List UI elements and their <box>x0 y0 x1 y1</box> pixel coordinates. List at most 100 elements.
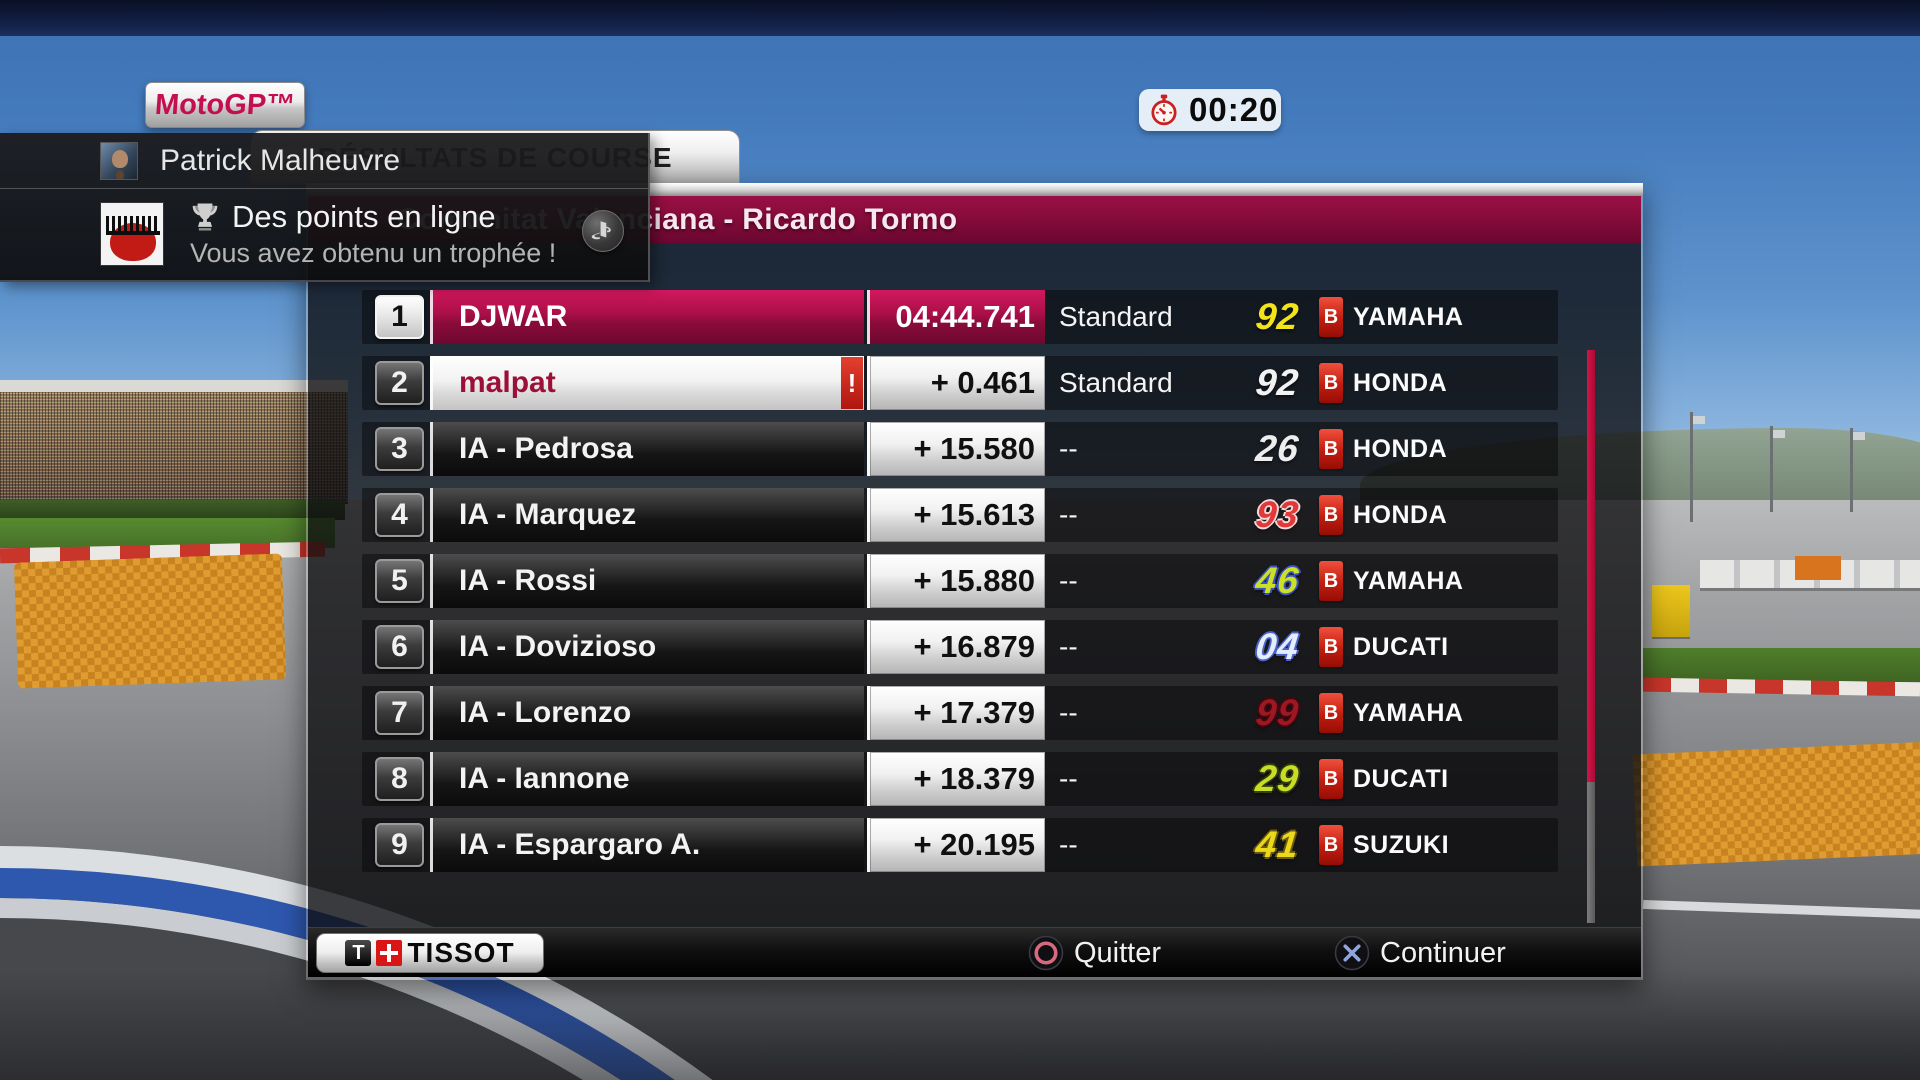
tissot-logo: T TISSOT <box>316 933 544 973</box>
position-badge: 2 <box>375 361 424 405</box>
rider-name: IA - Marquez <box>459 498 637 531</box>
tyre-badge: B <box>1319 561 1343 601</box>
top-letterbox-band <box>0 0 1920 36</box>
tissot-t-badge: T <box>345 940 372 966</box>
gravel-trap-right <box>1632 741 1920 867</box>
mode-cell: -- <box>1059 829 1078 860</box>
rider-name: malpat <box>459 366 556 399</box>
bike-brand: HONDA <box>1353 434 1448 463</box>
rider-name-cell: IA - Lorenzo ! <box>430 686 864 740</box>
result-row: 3 IA - Pedrosa ! + 15.580 -- 26 B HONDA <box>362 422 1558 476</box>
mode-cell: Standard <box>1059 367 1173 398</box>
grandstand <box>0 380 348 502</box>
trophy-title: Des points en ligne <box>232 199 496 234</box>
position-badge: 4 <box>375 493 424 537</box>
result-row: 1 DJWAR ! 04:44.741 Standard 92 B YAMAHA <box>362 290 1558 344</box>
grass-strip-right <box>1643 648 1920 682</box>
position-badge: 6 <box>375 625 424 669</box>
bike-brand: SUZUKI <box>1353 830 1450 859</box>
time-cell: + 15.580 <box>867 422 1045 476</box>
time-cell: + 17.379 <box>867 686 1045 740</box>
motogp-logo: MotoGP™ <box>145 82 305 128</box>
result-row: 8 IA - Iannone ! + 18.379 -- 29 B DUCATI <box>362 752 1558 806</box>
playstation-logo-icon <box>582 210 624 252</box>
time-cell: + 15.613 <box>867 488 1045 542</box>
trophy-subtitle: Vous avez obtenu un trophée ! <box>190 238 557 268</box>
countdown-timer: 00:20 <box>1139 89 1281 131</box>
scrollbar-thumb[interactable] <box>1587 350 1595 782</box>
rider-name: IA - Pedrosa <box>459 432 633 465</box>
ps-circle-button-icon <box>1028 935 1064 971</box>
bike-brand: YAMAHA <box>1353 566 1464 595</box>
panel-footer: T TISSOT Quitter Continuer <box>308 927 1641 977</box>
position-badge: 3 <box>375 427 424 471</box>
rider-name-cell: IA - Dovizioso ! <box>430 620 864 674</box>
position-badge: 9 <box>375 823 424 867</box>
panel-body: 1 DJWAR ! 04:44.741 Standard 92 B YAMAHA… <box>308 243 1641 927</box>
stopwatch-icon <box>1151 94 1177 126</box>
rider-name-cell: IA - Espargaro A. ! <box>430 818 864 872</box>
bike-brand: HONDA <box>1353 368 1448 397</box>
position-badge: 1 <box>375 295 424 339</box>
rider-name-cell: IA - Iannone ! <box>430 752 864 806</box>
time-cell: + 0.461 <box>867 356 1045 410</box>
motogp-logo-text: MotoGP™ <box>153 88 297 121</box>
rider-name: IA - Espargaro A. <box>459 828 701 861</box>
position-badge: 5 <box>375 559 424 603</box>
psn-user-row: Patrick Malheuvre <box>0 133 648 189</box>
mode-cell: Standard <box>1059 301 1173 332</box>
time-cell: + 18.379 <box>867 752 1045 806</box>
rider-name-cell: DJWAR ! <box>430 290 864 344</box>
quit-button[interactable]: Quitter <box>1028 928 1161 978</box>
result-row: 4 IA - Marquez ! + 15.613 -- 93 B HONDA <box>362 488 1558 542</box>
rider-number: 41 <box>1253 824 1302 865</box>
timer-value: 00:20 <box>1189 91 1279 128</box>
result-row: 7 IA - Lorenzo ! + 17.379 -- 99 B YAMAHA <box>362 686 1558 740</box>
bike-brand: DUCATI <box>1353 764 1449 793</box>
rider-number: 29 <box>1253 758 1302 799</box>
continue-label: Continuer <box>1380 936 1506 969</box>
rider-name: IA - Iannone <box>459 762 630 795</box>
gravel-trap-left <box>13 553 287 689</box>
result-row: 9 IA - Espargaro A. ! + 20.195 -- 41 B S… <box>362 818 1558 872</box>
mode-cell: -- <box>1059 433 1078 464</box>
rider-name-cell: IA - Marquez ! <box>430 488 864 542</box>
result-row: 2 malpat ! + 0.461 Standard 92 B HONDA <box>362 356 1558 410</box>
result-row: 5 IA - Rossi ! + 15.880 -- 46 B YAMAHA <box>362 554 1558 608</box>
mode-cell: -- <box>1059 763 1078 794</box>
rider-name-cell: IA - Rossi ! <box>430 554 864 608</box>
rider-number: 46 <box>1253 560 1302 601</box>
scrollbar-track-rest <box>1587 782 1595 923</box>
tyre-badge: B <box>1319 759 1343 799</box>
position-badge: 7 <box>375 691 424 735</box>
tyre-badge: B <box>1319 297 1343 337</box>
rider-name: IA - Lorenzo <box>459 696 632 729</box>
trophy-text-block: Des points en ligne Vous avez obtenu un … <box>190 199 556 269</box>
results-scrollbar[interactable] <box>1587 350 1595 923</box>
rider-number: 92 <box>1253 296 1302 337</box>
continue-button[interactable]: Continuer <box>1334 928 1506 978</box>
rider-number: 99 <box>1253 692 1302 733</box>
game-icon <box>100 202 164 266</box>
rider-name: DJWAR <box>459 300 568 333</box>
yellow-building <box>1652 585 1690 637</box>
bike-brand: YAMAHA <box>1353 698 1464 727</box>
time-cell: 04:44.741 <box>867 290 1045 344</box>
result-row: 6 IA - Dovizioso ! + 16.879 -- 04 B DUCA… <box>362 620 1558 674</box>
time-cell: + 15.880 <box>867 554 1045 608</box>
tyre-badge: B <box>1319 825 1343 865</box>
trophy-icon <box>192 203 218 231</box>
flag-poles <box>1690 412 1900 522</box>
bike-brand: HONDA <box>1353 500 1448 529</box>
mode-cell: -- <box>1059 631 1078 662</box>
tyre-badge: B <box>1319 363 1343 403</box>
bike-brand: YAMAHA <box>1353 302 1464 331</box>
rider-name: IA - Rossi <box>459 564 597 597</box>
mode-cell: -- <box>1059 499 1078 530</box>
rider-number: 26 <box>1253 428 1302 469</box>
rider-name: IA - Dovizioso <box>459 630 657 663</box>
orange-truck <box>1795 556 1841 580</box>
tyre-badge: B <box>1319 693 1343 733</box>
avatar <box>100 141 138 180</box>
